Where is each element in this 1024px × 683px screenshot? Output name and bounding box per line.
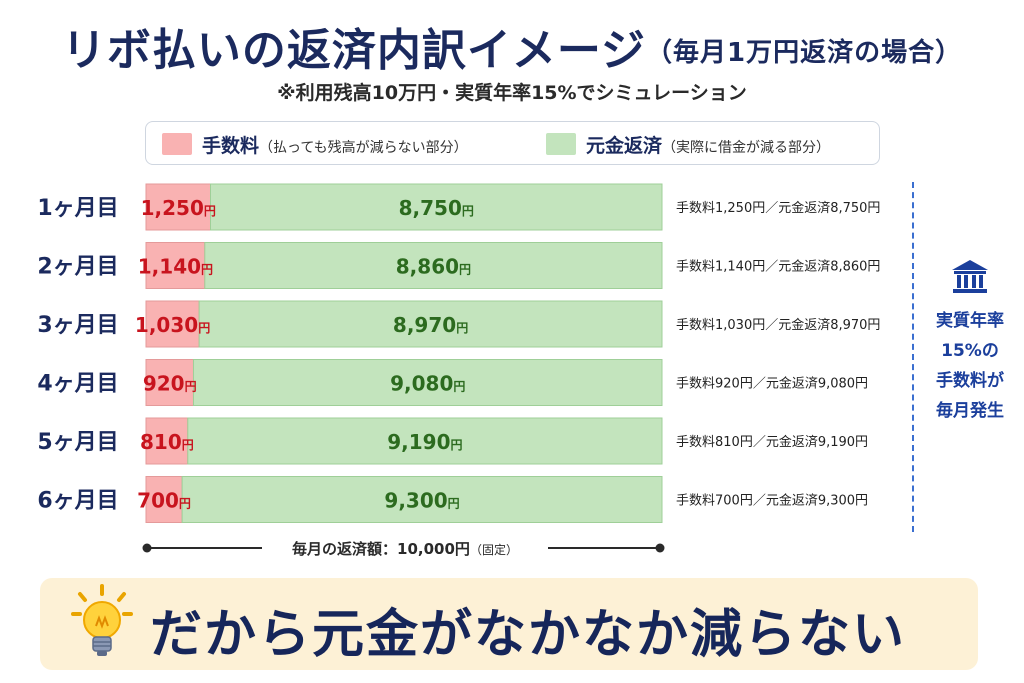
category-label: 3ヶ月目: [37, 313, 118, 338]
legend: 手数料（払っても残高が減らない部分） 元金返済（実際に借金が減る部分）: [145, 121, 880, 165]
fee-bar: [145, 417, 189, 465]
total-axis-end-dot: [655, 543, 665, 553]
category-label: 4ヶ月目: [37, 372, 118, 397]
legend-principal-label: 元金返済（実際に借金が減る部分）: [586, 135, 831, 157]
page-title: リボ払いの返済内訳イメージ（毎月1万円返済の場合）: [61, 25, 963, 76]
bar-rows: 1ヶ月目 1,250円 8,750円 手数料1,250円／元金返済8,750円 2ヶ月目…: [37, 183, 880, 523]
category-label: 1ヶ月目: [37, 196, 118, 221]
principal-bar: [204, 242, 663, 289]
side-note-line: 手数料が: [936, 371, 1004, 391]
principal-bar: [210, 183, 663, 231]
side-note: 実質年率 15%の 手数料が 毎月発生: [920, 258, 1020, 426]
fee-bar: [145, 359, 194, 406]
fee-bar: [145, 183, 211, 231]
fee-value-label: 700円: [137, 489, 191, 513]
fee-value-label: 810円: [140, 430, 194, 454]
fee-value-label: 1,140円: [138, 255, 213, 279]
category-label: 6ヶ月目: [37, 489, 118, 514]
dashed-divider: [912, 182, 914, 532]
bank-icon: [952, 260, 988, 293]
principal-bar: [192, 359, 663, 406]
side-note-line: 15%の: [941, 341, 999, 361]
fee-value-label: 1,030円: [135, 313, 210, 337]
lightbulb-icon: [71, 584, 133, 656]
page-subtitle: ※利用残高10万円・実質年率15%でシミュレーション: [277, 82, 747, 104]
fee-bar: [145, 242, 206, 289]
principal-value-label: 8,750円: [399, 196, 474, 220]
row-note: 手数料700円／元金返済9,300円: [676, 493, 868, 509]
principal-value-label: 9,080円: [390, 372, 465, 396]
row-note: 手数料1,030円／元金返済8,970円: [676, 317, 880, 333]
title-condition: （毎月1万円返済の場合）: [646, 38, 963, 68]
total-axis-start-dot: [142, 543, 152, 553]
legend-fee-note: （払っても残高が減らない部分）: [259, 140, 468, 156]
principal-value-label: 9,300円: [384, 489, 459, 513]
principal-value-label: 8,860円: [396, 255, 471, 279]
row-note: 手数料810円／元金返済9,190円: [676, 434, 868, 450]
side-note-line: 毎月発生: [936, 401, 1004, 421]
fee-value-label: 1,250円: [141, 196, 216, 220]
total-axis: 毎月の返済額：10,000円（固定）: [142, 540, 665, 558]
legend-principal-swatch: [546, 133, 576, 155]
principal-bar: [181, 476, 663, 523]
row-note: 手数料1,250円／元金返済8,750円: [676, 200, 880, 216]
category-label: 5ヶ月目: [37, 430, 118, 455]
principal-value-label: 8,970円: [393, 313, 468, 337]
principal-bar: [198, 300, 663, 348]
principal-bar: [187, 417, 663, 465]
stacked-bar-chart: 1ヶ月目 1,250円 8,750円 手数料1,250円／元金返済8,750円 2ヶ月目…: [37, 183, 880, 558]
side-note-line: 実質年率: [936, 311, 1004, 331]
row-note: 手数料1,140円／元金返済8,860円: [676, 259, 880, 275]
total-axis-label: 毎月の返済額：10,000円（固定）: [292, 540, 518, 558]
row-note: 手数料920円／元金返済9,080円: [676, 376, 868, 392]
fee-value-label: 920円: [143, 372, 197, 396]
legend-principal-note: （実際に借金が減る部分）: [662, 140, 831, 156]
principal-value-label: 9,190円: [387, 430, 462, 454]
conclusion-banner: [40, 578, 978, 670]
fee-bar: [145, 476, 183, 523]
legend-fee-label: 手数料（払っても残高が減らない部分）: [202, 135, 468, 157]
conclusion-text: だから元金がなかなか減らない: [150, 605, 907, 665]
category-label: 2ヶ月目: [37, 255, 118, 280]
fee-bar: [145, 300, 200, 348]
legend-fee-swatch: [162, 133, 192, 155]
